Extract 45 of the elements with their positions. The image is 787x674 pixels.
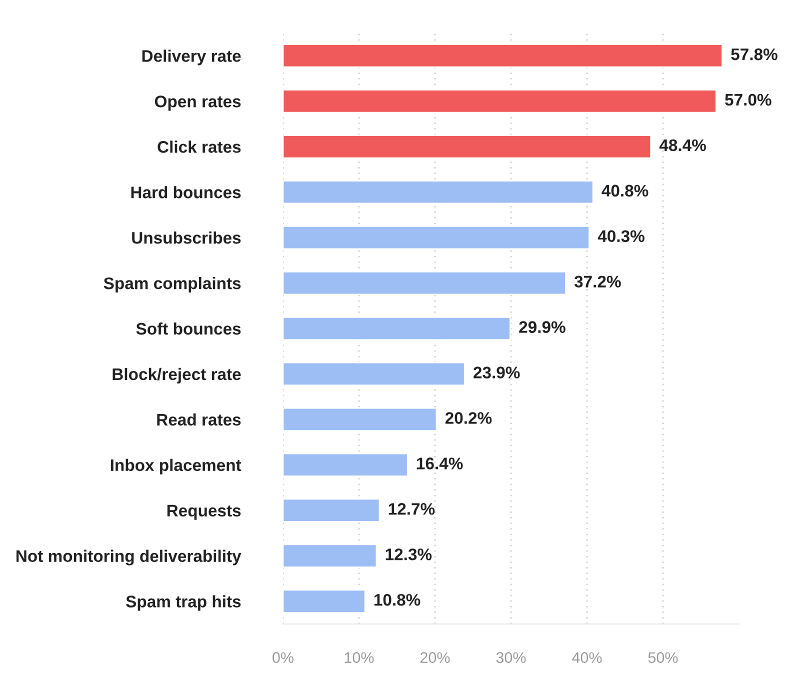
bar bbox=[283, 226, 590, 250]
bar bbox=[283, 544, 378, 568]
y-tick-label: Unsubscribes bbox=[132, 232, 241, 244]
y-tick-label: Inbox placement bbox=[110, 458, 242, 474]
bar bbox=[283, 134, 652, 159]
data-label: 48.4% bbox=[659, 139, 706, 152]
data-label: 40.3% bbox=[598, 230, 644, 242]
x-tick-label: 30% bbox=[496, 652, 526, 663]
data-label: 57.8% bbox=[731, 48, 778, 60]
x-tick-label: 20% bbox=[420, 652, 450, 663]
y-tick-label: Block/reject rate bbox=[112, 368, 241, 384]
y-tick-label: Read rates bbox=[157, 413, 241, 426]
y-tick-label: Spam trap hits bbox=[126, 595, 241, 611]
y-tick-label: Delivery rate bbox=[142, 50, 241, 66]
bar bbox=[283, 589, 366, 614]
x-tick-label: 0% bbox=[272, 652, 294, 663]
x-tick-label: 40% bbox=[572, 652, 602, 663]
x-tick-label: 10% bbox=[344, 652, 374, 663]
data-label: 57.0% bbox=[725, 94, 772, 106]
y-tick-label: Open rates bbox=[154, 96, 241, 111]
data-label: 16.4% bbox=[417, 458, 463, 470]
data-label: 29.9% bbox=[519, 321, 566, 333]
x-tick-label: 50% bbox=[648, 652, 678, 663]
data-label: 12.7% bbox=[388, 503, 435, 515]
y-tick-label: Click rates bbox=[158, 140, 241, 153]
data-label: 23.9% bbox=[474, 366, 520, 378]
y-tick-label: Not monitoring deliverability bbox=[16, 550, 242, 566]
data-label: 40.8% bbox=[602, 184, 648, 197]
data-label: 37.2% bbox=[574, 276, 621, 288]
y-tick-label: Spam complaints bbox=[104, 277, 241, 293]
bar bbox=[283, 362, 466, 386]
bar bbox=[283, 180, 594, 204]
bar bbox=[283, 316, 511, 341]
bar bbox=[283, 270, 566, 296]
bar bbox=[283, 89, 717, 114]
y-tick-label: Requests bbox=[167, 504, 241, 520]
bar bbox=[283, 498, 380, 522]
bar bbox=[283, 452, 408, 477]
data-label: 10.8% bbox=[374, 594, 420, 606]
data-label: 12.3% bbox=[386, 548, 432, 560]
y-tick-label: Soft bounces bbox=[136, 322, 241, 335]
bar bbox=[283, 44, 723, 68]
y-tick-label: Hard bounces bbox=[131, 186, 241, 198]
data-label: 20.2% bbox=[445, 412, 492, 424]
bar bbox=[283, 407, 438, 432]
